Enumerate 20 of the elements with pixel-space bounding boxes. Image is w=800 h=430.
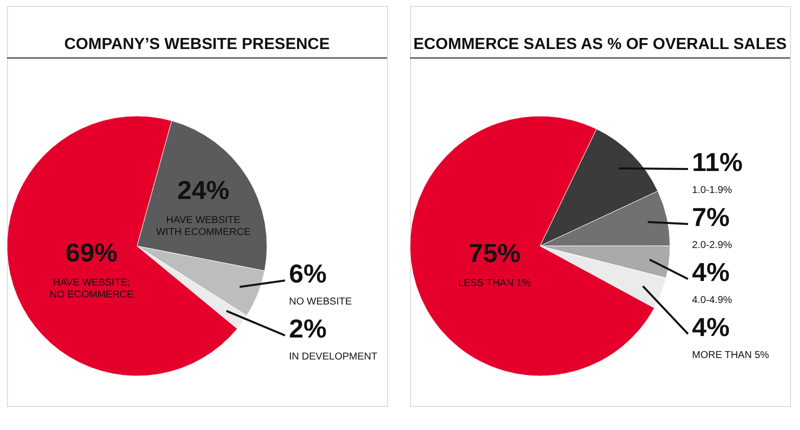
data-label: 4% xyxy=(692,312,730,342)
slice-label: IN DEVELOPMENT xyxy=(289,351,378,362)
slice-label: 2.0-2.9% xyxy=(692,240,732,251)
data-label: 7% xyxy=(692,202,730,232)
data-label: 75% xyxy=(468,238,521,268)
data-label: 11% xyxy=(692,146,743,177)
slice-label: 4.0-4.9% xyxy=(692,294,732,306)
slice-label: HAVE WEBSITE; NO ECOMMERCE xyxy=(50,278,134,300)
slice-label: 1.0-1.9% xyxy=(692,184,732,196)
slice-label: MORE THAN 5% xyxy=(692,350,770,361)
chart-title: ECOMMERCE SALES AS % OF OVERALL SALES xyxy=(413,36,788,53)
slice-label: HAVE WEBSITE WITH ECOMMERCE xyxy=(156,214,251,238)
data-label: 24% xyxy=(177,174,230,205)
slice-label: LESS THAN 1% xyxy=(458,278,531,289)
data-label: 69% xyxy=(65,238,118,268)
slice-label: NO WEBSITE xyxy=(289,296,352,308)
data-label: 4% xyxy=(692,256,730,287)
data-label: 6% xyxy=(289,258,327,288)
data-label: 2% xyxy=(289,313,327,344)
chart-title: COMPANY’S WEBSITE PRESENCE xyxy=(64,36,330,53)
